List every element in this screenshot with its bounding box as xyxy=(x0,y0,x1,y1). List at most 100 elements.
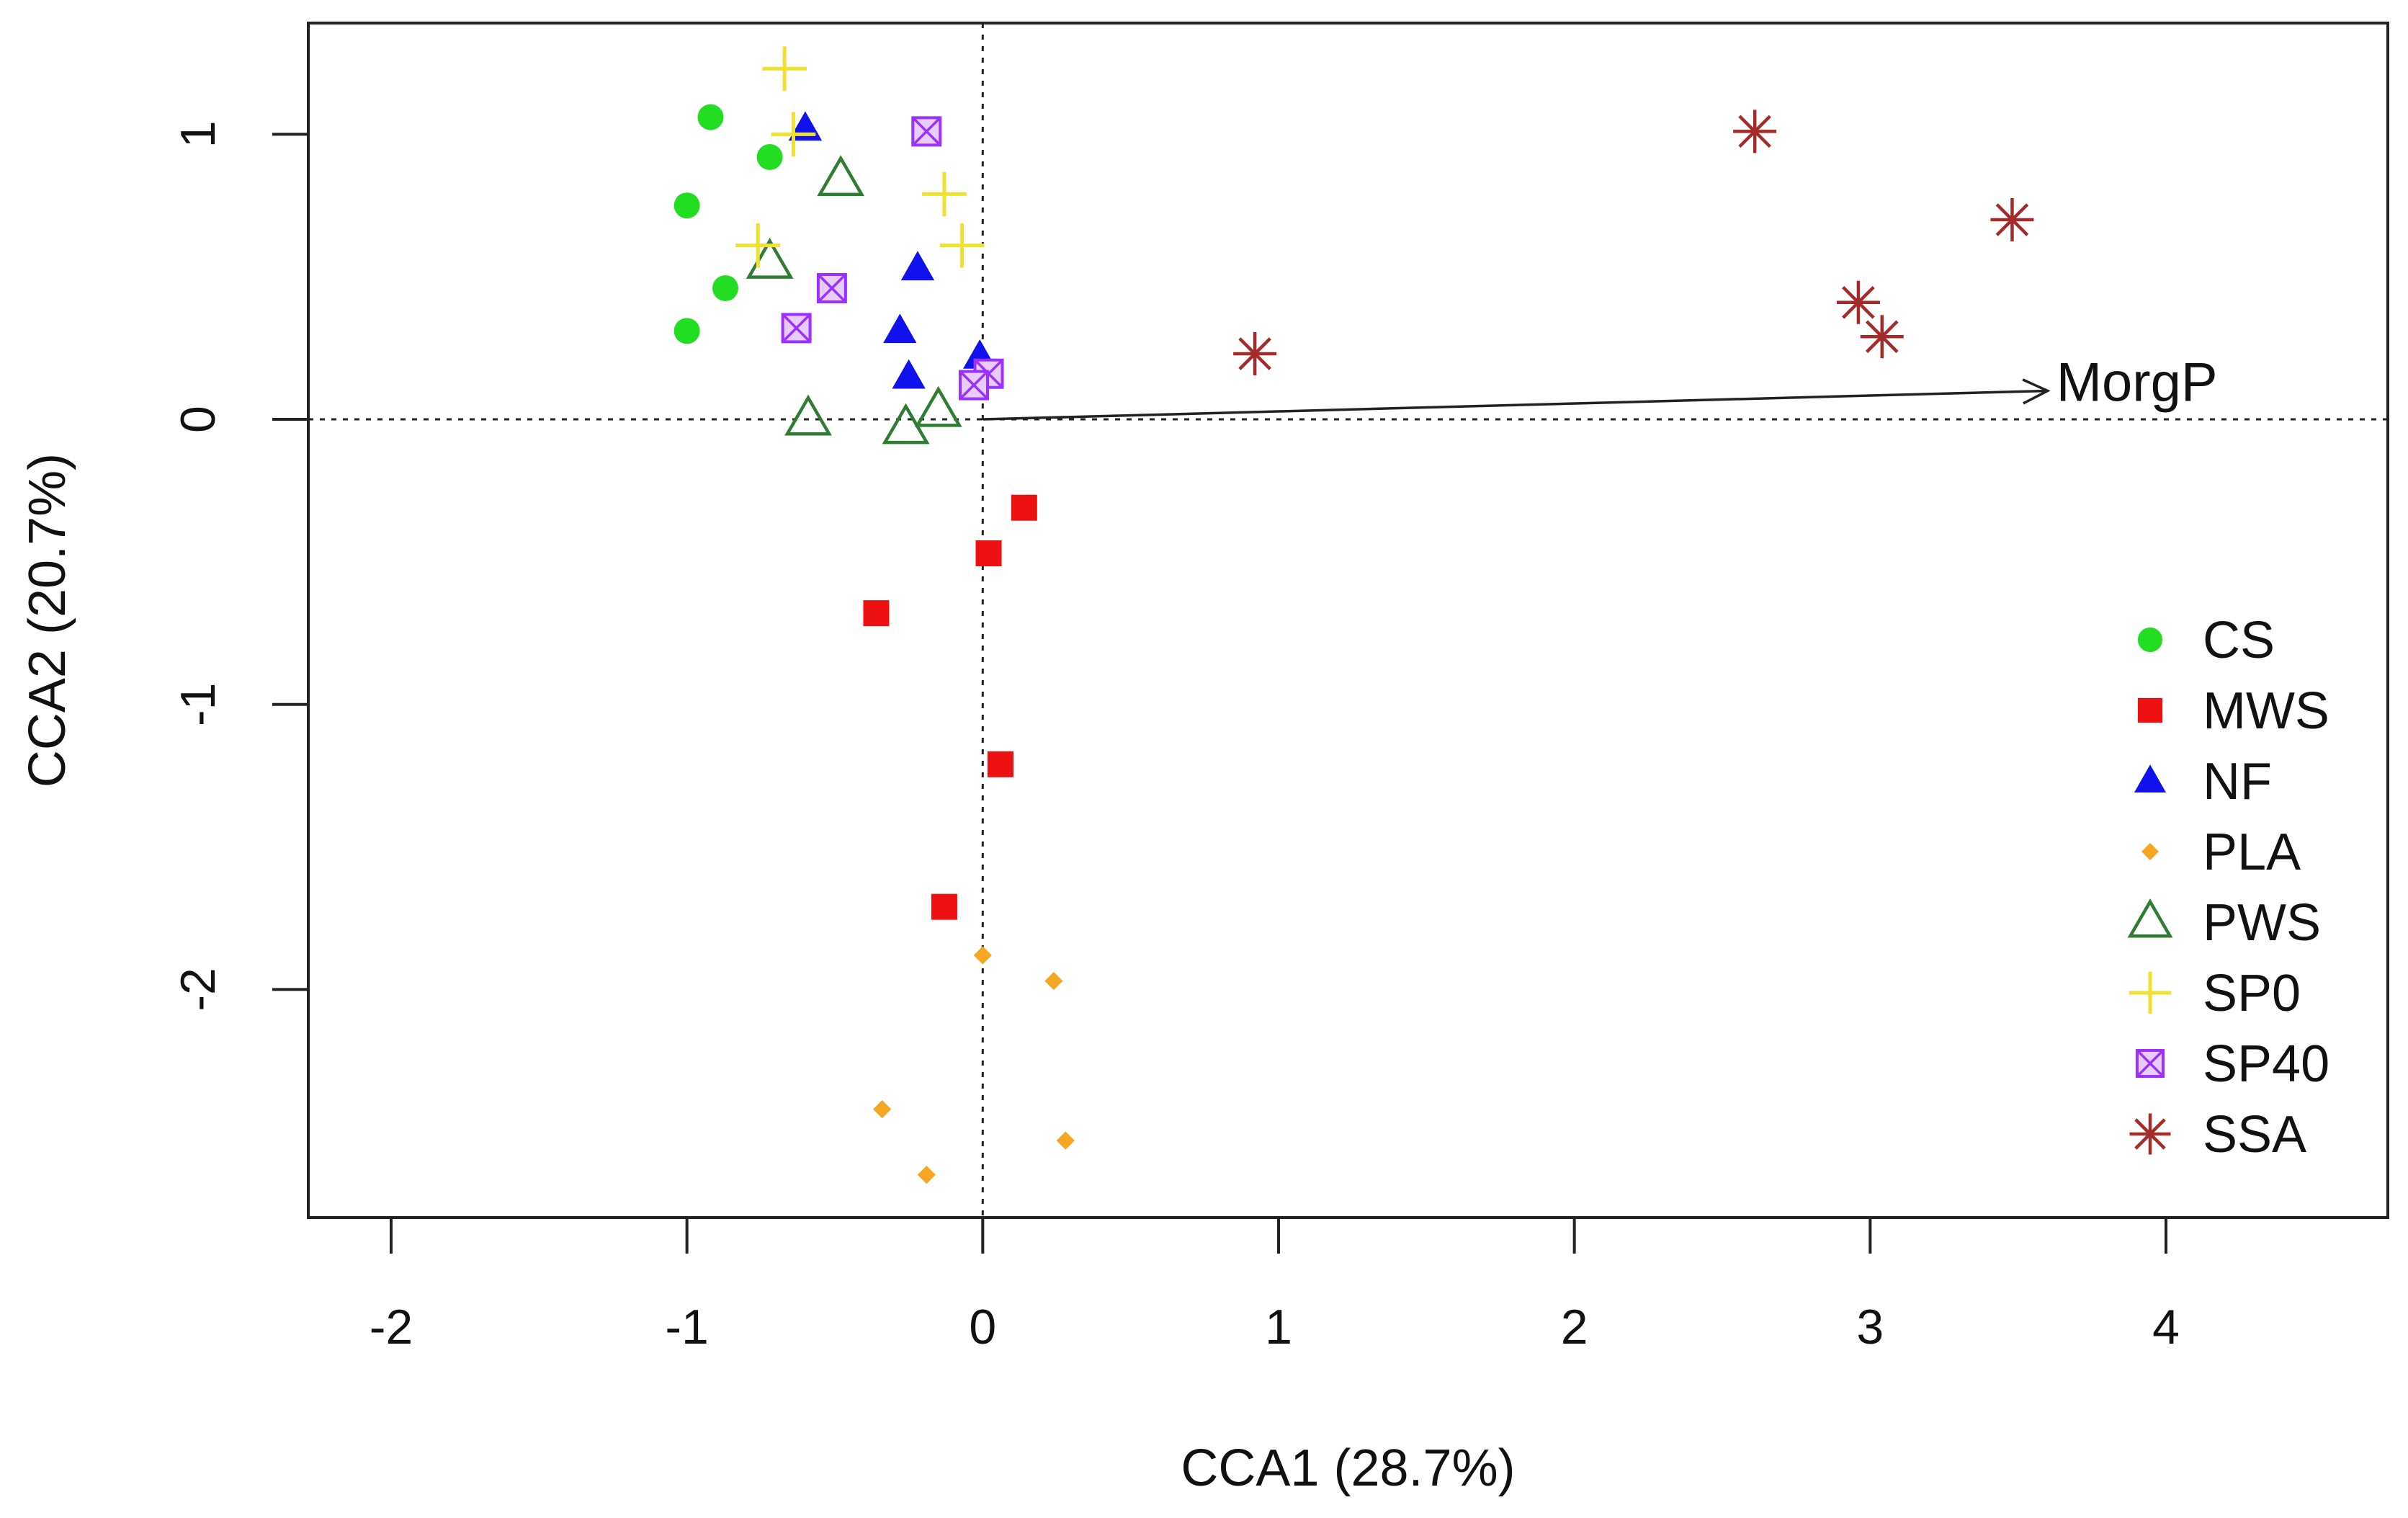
legend-symbol xyxy=(2137,697,2163,723)
legend-item-cs: CS xyxy=(2137,612,2275,669)
marker-shape xyxy=(900,251,935,281)
marker-shape xyxy=(863,600,890,627)
marker-shape xyxy=(1011,494,1037,521)
legend-symbol xyxy=(2127,898,2173,938)
legend-symbol xyxy=(2137,627,2163,653)
legend-item-sp0: SP0 xyxy=(2129,965,2301,1022)
series-pws xyxy=(746,155,962,445)
marker-shape xyxy=(2134,764,2167,793)
series-mws xyxy=(863,494,1037,920)
point-ssa xyxy=(1233,332,1277,376)
point-sp0 xyxy=(939,223,985,268)
marker-shape xyxy=(782,313,811,343)
point-pla xyxy=(873,1100,892,1119)
point-nf xyxy=(900,251,935,281)
series-cs xyxy=(673,104,783,344)
y-tick-label: -2 xyxy=(171,968,225,1011)
y-axis: -2 -1 0 1 xyxy=(171,120,310,1012)
legend-label: SP40 xyxy=(2203,1035,2329,1093)
legend-symbol xyxy=(2129,1113,2171,1155)
marker-shape xyxy=(914,385,962,427)
plot-area xyxy=(307,22,2389,1219)
legend-label: SSA xyxy=(2203,1106,2306,1164)
legend-label: CS xyxy=(2203,612,2275,669)
point-pla xyxy=(973,946,992,965)
x-tick-label: 3 xyxy=(1856,1300,1884,1354)
y-axis-title: CCA2 (20.7%) xyxy=(19,453,76,787)
marker-shape xyxy=(917,1166,936,1184)
marker-shape xyxy=(1842,285,1875,319)
marker-shape xyxy=(973,946,992,965)
marker-shape xyxy=(673,192,700,219)
marker-shape xyxy=(756,143,783,170)
marker-shape xyxy=(1044,971,1063,991)
marker-shape xyxy=(987,751,1013,777)
marker-shape xyxy=(817,155,865,197)
legend-label: PWS xyxy=(2203,894,2321,952)
marker-shape xyxy=(1738,115,1771,148)
x-tick-label: 4 xyxy=(2152,1300,2180,1354)
series-pla xyxy=(873,946,1075,1184)
legend-symbol xyxy=(2135,1048,2165,1079)
vector-arrow-line xyxy=(983,389,2048,421)
x-axis-title: CCA1 (28.7%) xyxy=(1181,1439,1515,1497)
marker-shape xyxy=(959,370,989,400)
point-ssa xyxy=(1733,110,1777,153)
marker-shape xyxy=(712,275,739,302)
point-sp0 xyxy=(735,223,781,268)
marker-shape xyxy=(883,313,917,344)
point-sp40 xyxy=(911,116,942,147)
marker-shape xyxy=(975,540,1002,567)
point-pws xyxy=(817,155,865,197)
legend-item-pws: PWS xyxy=(2127,894,2321,952)
legend-symbol xyxy=(2134,764,2167,793)
point-pla xyxy=(1056,1131,1075,1150)
legend-label: MWS xyxy=(2203,682,2329,740)
marker-shape xyxy=(873,1100,892,1119)
marker-shape xyxy=(697,104,724,130)
point-sp40 xyxy=(816,273,847,304)
marker-shape xyxy=(892,359,926,389)
point-pla xyxy=(1044,971,1063,991)
series-sp40 xyxy=(781,116,1004,401)
point-cs xyxy=(697,104,724,130)
y-tick-label: 1 xyxy=(171,120,225,148)
legend-item-nf: NF xyxy=(2134,753,2272,811)
x-tick-label: -1 xyxy=(665,1300,708,1354)
marker-shape xyxy=(673,318,700,344)
vector-arrow-head xyxy=(2022,378,2051,405)
marker-shape xyxy=(1238,337,1271,370)
marker-shape xyxy=(931,893,957,920)
point-mws xyxy=(931,893,957,920)
point-nf xyxy=(892,359,926,389)
point-sp40 xyxy=(781,313,812,344)
point-pla xyxy=(917,1166,936,1184)
point-sp0 xyxy=(771,112,816,157)
legend-item-sp40: SP40 xyxy=(2135,1035,2329,1093)
point-mws xyxy=(1011,494,1037,521)
vector-label-morgp: MorgP xyxy=(2056,352,2218,413)
point-nf xyxy=(883,313,917,344)
marker-shape xyxy=(2134,1118,2166,1150)
point-pws xyxy=(784,394,832,436)
marker-shape xyxy=(2136,1049,2165,1078)
legend-item-pla: PLA xyxy=(2141,823,2301,881)
plot-frame xyxy=(307,22,2389,1219)
point-cs xyxy=(673,318,700,344)
legend: CS MWS NF PLA PWS SP0 SP40 SSA xyxy=(2127,612,2329,1164)
point-mws xyxy=(975,540,1002,567)
series-nf xyxy=(788,111,997,389)
legend-item-mws: MWS xyxy=(2137,682,2329,740)
marker-shape xyxy=(784,394,832,436)
legend-symbol xyxy=(2129,971,2172,1014)
marker-shape xyxy=(1995,203,2029,236)
series-sp0 xyxy=(735,46,985,268)
marker-shape xyxy=(1056,1131,1075,1150)
point-pws xyxy=(914,385,962,427)
marker-shape xyxy=(2141,843,2159,860)
marker-shape xyxy=(2127,898,2173,938)
legend-label: SP0 xyxy=(2203,965,2301,1022)
reference-lines xyxy=(308,23,2388,1218)
point-ssa xyxy=(1990,198,2034,242)
